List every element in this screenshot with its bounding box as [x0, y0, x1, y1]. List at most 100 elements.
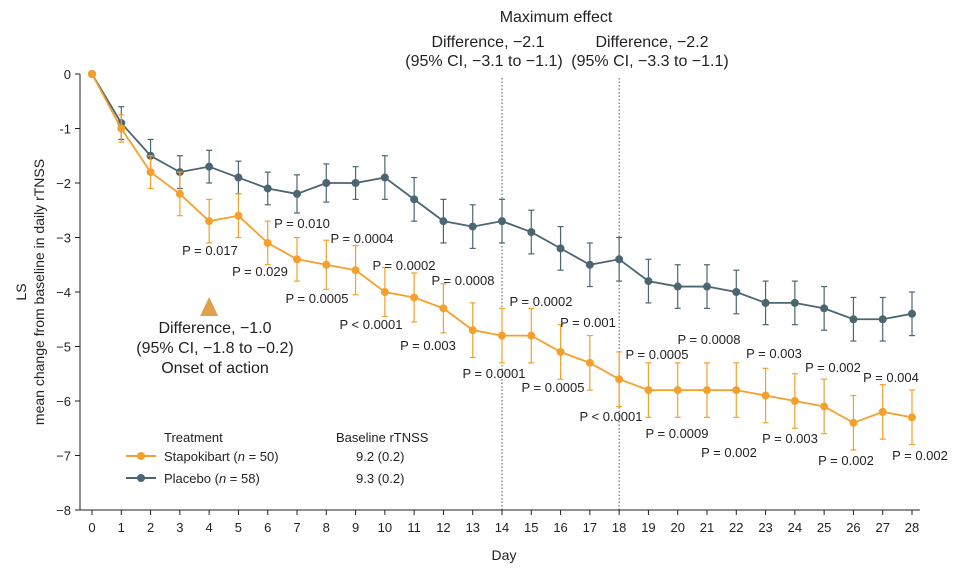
legend-stapokibart-baseline: 9.2 (0.2)	[356, 449, 404, 464]
legend-placebo-label: Placebo (n = 58)	[164, 471, 260, 486]
x-tick-label: 8	[323, 520, 330, 535]
x-tick-label: 6	[264, 520, 271, 535]
onset-of-action-label: Onset of action	[161, 360, 269, 377]
placebo-point	[644, 277, 653, 286]
placebo-point	[790, 298, 799, 307]
legend-stapokibart-label: Stapokibart (n = 50)	[164, 449, 279, 464]
stapokibart-point	[293, 255, 301, 264]
x-ticks: 0 1 2 3 4 5 6 7 8 9 10 11 12 13 14 15 16 17 18 19 20 21 22 23 24…	[88, 510, 919, 535]
stapokibart-point	[790, 397, 799, 405]
p-value-day-14: P = 0.0001	[462, 366, 525, 381]
p-value-day-28: P = 0.002	[892, 448, 948, 463]
p-value-day-7: P = 0.010	[274, 216, 330, 231]
p-value-day-8: P = 0.0005	[285, 291, 348, 306]
stapokibart-point	[556, 347, 565, 356]
legend-placebo-baseline: 9.3 (0.2)	[356, 471, 404, 486]
x-tick-label: 7	[293, 520, 300, 535]
y-tick-label: -1	[59, 122, 71, 137]
p-value-day-9: P = 0.0004	[330, 231, 393, 246]
x-tick-label: 4	[206, 520, 213, 535]
stapokibart-point	[380, 288, 389, 296]
series-layer	[88, 70, 916, 451]
placebo-point	[527, 228, 536, 237]
onset-diff-line1: Difference, −1.0	[158, 320, 271, 337]
x-tick-label: 10	[378, 520, 392, 535]
legend-placebo-marker	[137, 474, 145, 482]
stapokibart-point	[88, 70, 96, 78]
p-value-day-18: P < 0.0001	[579, 409, 642, 424]
placebo-point	[439, 217, 448, 226]
stapokibart-point	[234, 211, 243, 220]
diff-day14-line1: Difference, −2.1	[431, 34, 544, 51]
y-tick-label: −8	[56, 503, 71, 518]
stapokibart-point	[322, 260, 331, 269]
stapokibart-point	[439, 304, 448, 313]
placebo-point	[908, 309, 916, 318]
placebo-point	[351, 179, 360, 187]
x-tick-label: 22	[729, 520, 743, 535]
placebo-point	[410, 195, 419, 204]
x-tick-label: 28	[905, 520, 919, 535]
placebo-point	[263, 184, 272, 193]
p-value-day-10: P < 0.0001	[339, 317, 402, 332]
x-tick-label: 24	[788, 520, 802, 535]
diff-day18-line1: Difference, −2.2	[595, 34, 708, 51]
stapokibart-point	[263, 238, 272, 247]
y-tick-label: −7	[56, 449, 71, 464]
x-tick-label: 3	[176, 520, 183, 535]
p-value-day-24: P = 0.003	[762, 431, 818, 446]
p-value-day-22: P = 0.002	[701, 445, 757, 460]
placebo-point	[761, 298, 770, 307]
y-axis-title-line1: LS	[13, 283, 29, 300]
legend-treatment-header: Treatment	[164, 430, 223, 445]
x-tick-label: 21	[700, 520, 714, 535]
p-value-day-20: P = 0.0009	[645, 426, 708, 441]
placebo-point	[234, 173, 243, 182]
placebo-point	[468, 222, 477, 231]
x-tick-label: 12	[436, 520, 450, 535]
series-placebo	[88, 70, 916, 342]
placebo-point	[820, 304, 829, 313]
p-value-day-17: P = 0.001	[560, 315, 616, 330]
placebo-point	[732, 288, 741, 296]
p-value-day-6: P = 0.029	[232, 264, 288, 279]
placebo-point	[615, 255, 624, 264]
y-tick-label: −6	[56, 394, 71, 409]
x-tick-label: 19	[641, 520, 655, 535]
y-tick-label: −5	[56, 340, 71, 355]
x-tick-label: 1	[118, 520, 125, 535]
placebo-point	[849, 315, 858, 324]
stapokibart-point	[878, 407, 887, 416]
stapokibart-point	[410, 293, 419, 302]
placebo-point	[673, 282, 682, 291]
p-value-day-16: P = 0.0005	[521, 380, 584, 395]
onset-diff-line2: (95% CI, −1.8 to −0.2)	[136, 340, 293, 357]
x-tick-label: 14	[495, 520, 509, 535]
placebo-point	[322, 179, 331, 187]
placebo-point	[293, 189, 301, 198]
stapokibart-point	[644, 386, 653, 395]
p-value-day-11: P = 0.0002	[372, 258, 435, 273]
p-value-day-4: P = 0.017	[182, 243, 238, 258]
placebo-point	[380, 173, 389, 182]
stapokibart-point	[703, 386, 711, 395]
stapokibart-point	[175, 189, 184, 198]
x-tick-label: 16	[553, 520, 567, 535]
stapokibart-point	[908, 413, 916, 422]
legend: Treatment Baseline rTNSS Stapokibart (n …	[126, 430, 429, 486]
series-stapokibart	[88, 70, 916, 451]
stapokibart-point	[468, 326, 477, 335]
x-tick-label: 2	[147, 520, 154, 535]
stapokibart-point	[820, 402, 829, 411]
x-tick-label: 15	[524, 520, 538, 535]
p-value-day-25: P = 0.002	[805, 360, 861, 375]
x-tick-label: 0	[88, 520, 95, 535]
stapokibart-point	[117, 124, 126, 133]
placebo-point	[498, 217, 506, 226]
placebo-point	[585, 260, 594, 269]
p-value-day-12: P = 0.003	[400, 338, 456, 353]
x-axis-title: Day	[492, 547, 517, 563]
max-effect-title: Maximum effect	[500, 9, 613, 26]
